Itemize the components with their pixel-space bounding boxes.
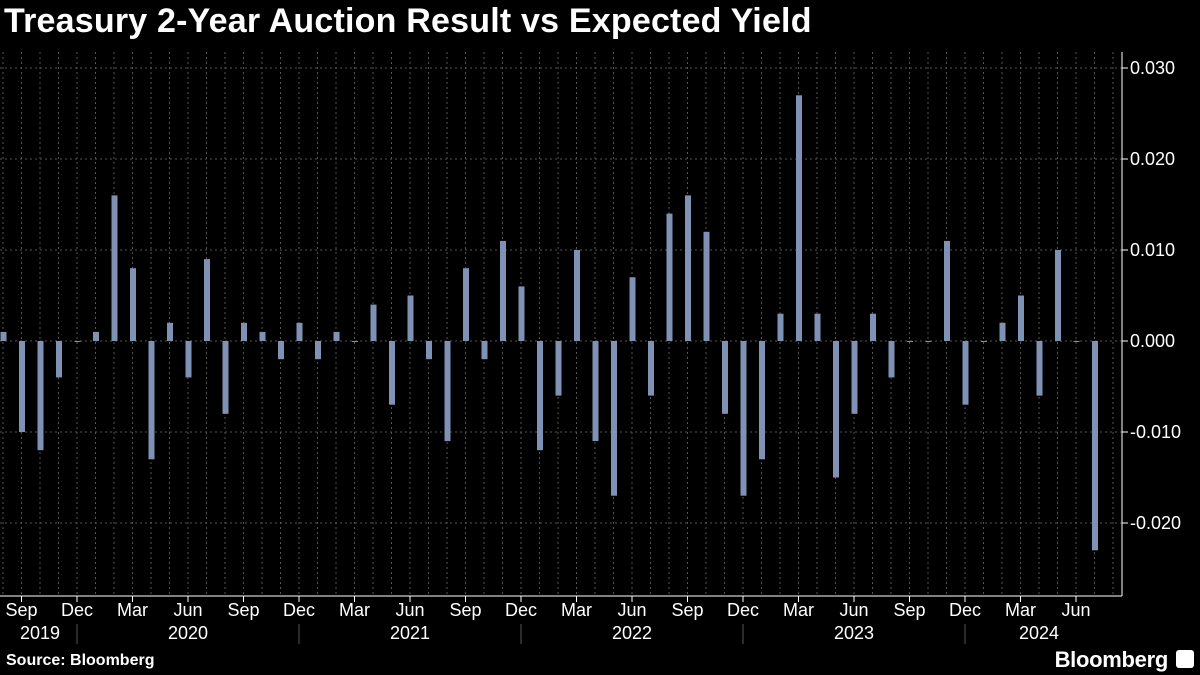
x-year-label: 2020	[168, 623, 208, 643]
bar	[111, 195, 118, 341]
x-tick-label: Jun	[395, 600, 424, 620]
bar	[167, 322, 173, 341]
bar	[1055, 250, 1061, 341]
bar	[1036, 341, 1043, 396]
bloomberg-logo-icon	[1176, 650, 1194, 668]
y-tick-label: 0.000	[1130, 331, 1175, 351]
bar	[592, 341, 599, 442]
x-tick-label: Dec	[283, 600, 315, 620]
bar	[352, 341, 358, 342]
bar	[148, 341, 155, 460]
bar	[999, 322, 1006, 341]
bar	[278, 341, 284, 360]
bar	[555, 341, 562, 396]
bar	[907, 341, 913, 342]
x-year-label: 2019	[20, 623, 60, 643]
bar	[93, 331, 99, 341]
x-tick-label: Sep	[227, 600, 259, 620]
bar	[648, 341, 654, 396]
x-tick-label: Jun	[1061, 600, 1090, 620]
bar	[444, 341, 451, 442]
bar	[685, 195, 691, 341]
axis-layer: 0.030 0.020 0.010 0.000 -0.010 -0.020 Sep Dec Ma…	[0, 52, 1181, 644]
bar	[703, 231, 710, 341]
x-tick-label: Dec	[727, 600, 759, 620]
bar	[925, 341, 932, 342]
bar	[666, 213, 673, 341]
x-tick-label: Sep	[671, 600, 703, 620]
bar	[833, 341, 839, 478]
x-year-label: 2024	[1019, 623, 1059, 643]
bar	[481, 341, 488, 360]
bar	[0, 331, 7, 341]
bar	[1073, 341, 1080, 342]
bar	[962, 341, 969, 405]
bar	[426, 341, 432, 360]
bar	[296, 322, 303, 341]
bar	[463, 268, 469, 341]
x-year-label: 2021	[390, 623, 430, 643]
x-tick-label: Jun	[839, 600, 868, 620]
bar	[333, 331, 340, 341]
bar	[740, 341, 747, 496]
bar	[74, 341, 81, 342]
bar	[777, 313, 784, 341]
bar	[407, 295, 414, 341]
y-tick-label: -0.010	[1130, 422, 1181, 442]
bar	[37, 341, 44, 451]
y-tick-label: 0.020	[1130, 149, 1175, 169]
bar	[389, 341, 395, 405]
bar	[611, 341, 617, 496]
y-tick-label: 0.030	[1130, 58, 1175, 78]
x-tick-label: Mar	[117, 600, 148, 620]
bar	[537, 341, 543, 451]
bar	[814, 313, 821, 341]
bar	[56, 341, 62, 378]
bar	[241, 322, 247, 341]
x-tick-label: Jun	[617, 600, 646, 620]
bar	[130, 268, 136, 341]
bar	[315, 341, 321, 360]
bar	[574, 250, 580, 341]
x-tick-label: Dec	[505, 600, 537, 620]
bar	[629, 277, 636, 341]
bar	[888, 341, 895, 378]
bar	[500, 240, 506, 341]
x-tick-label: Sep	[449, 600, 481, 620]
y-tick-label: -0.020	[1130, 513, 1181, 533]
bar	[370, 304, 377, 341]
x-tick-label: Mar	[339, 600, 370, 620]
x-tick-label: Sep	[5, 600, 37, 620]
x-year-label: 2022	[612, 623, 652, 643]
x-tick-label: Dec	[949, 600, 981, 620]
x-tick-label: Jun	[173, 600, 202, 620]
bar	[1018, 295, 1024, 341]
bar	[222, 341, 229, 414]
x-year-label: 2023	[834, 623, 874, 643]
bar	[185, 341, 192, 378]
bar	[981, 341, 987, 342]
bar	[759, 341, 765, 460]
bloomberg-logo: Bloomberg	[1054, 647, 1169, 672]
bar	[204, 259, 210, 341]
y-tick-label: 0.010	[1130, 240, 1175, 260]
bar	[19, 341, 25, 432]
chart-title: Treasury 2-Year Auction Result vs Expect…	[4, 2, 812, 40]
bar	[870, 313, 876, 341]
bar	[518, 286, 525, 341]
bars-layer	[0, 95, 1098, 551]
bar	[259, 331, 266, 341]
bar	[851, 341, 858, 414]
bar	[1092, 341, 1098, 551]
bar	[722, 341, 728, 414]
x-tick-label: Mar	[783, 600, 814, 620]
x-tick-label: Mar	[1005, 600, 1036, 620]
x-tick-label: Mar	[561, 600, 592, 620]
bar	[944, 240, 950, 341]
x-tick-label: Sep	[893, 600, 925, 620]
x-tick-label: Dec	[61, 600, 93, 620]
bar	[796, 95, 802, 341]
source-note: Source: Bloomberg	[6, 652, 155, 669]
